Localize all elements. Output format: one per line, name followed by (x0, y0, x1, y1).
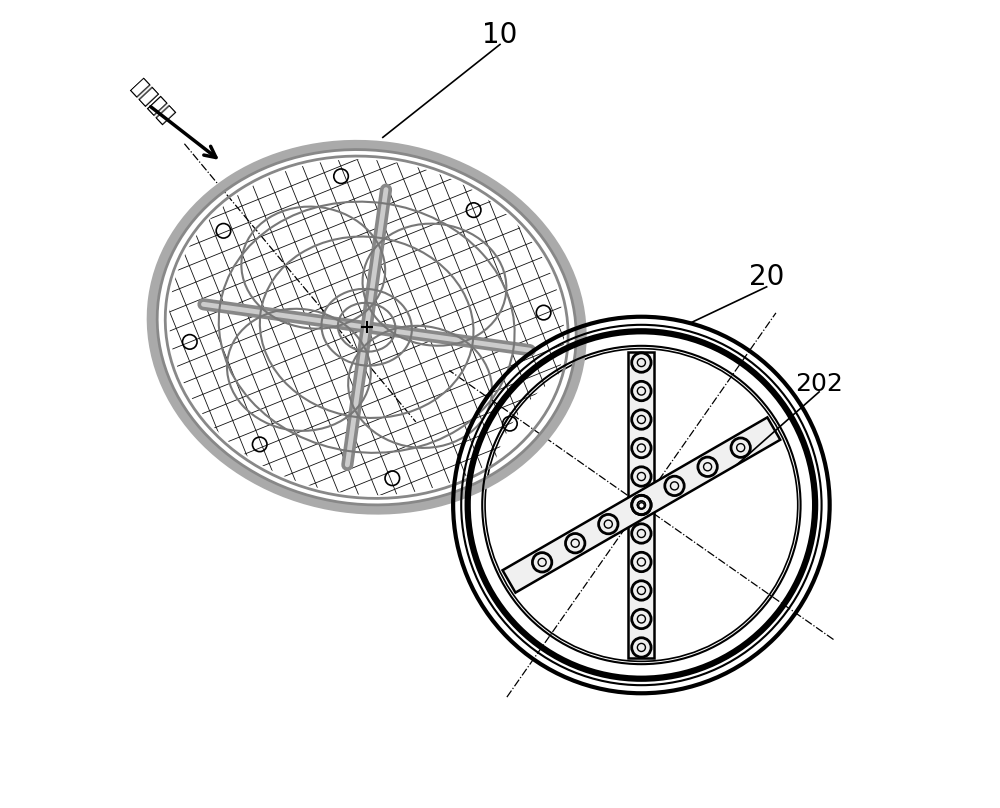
Text: 202: 202 (795, 372, 843, 396)
Circle shape (456, 319, 827, 691)
Polygon shape (503, 418, 780, 592)
Wedge shape (489, 352, 641, 505)
Wedge shape (489, 505, 641, 658)
Wedge shape (641, 505, 794, 658)
Bar (628, 352, 654, 658)
Wedge shape (641, 352, 794, 505)
Text: 进气方向: 进气方向 (128, 76, 177, 126)
Text: 10: 10 (482, 21, 518, 48)
Text: 20: 20 (749, 263, 784, 291)
Ellipse shape (161, 153, 572, 502)
